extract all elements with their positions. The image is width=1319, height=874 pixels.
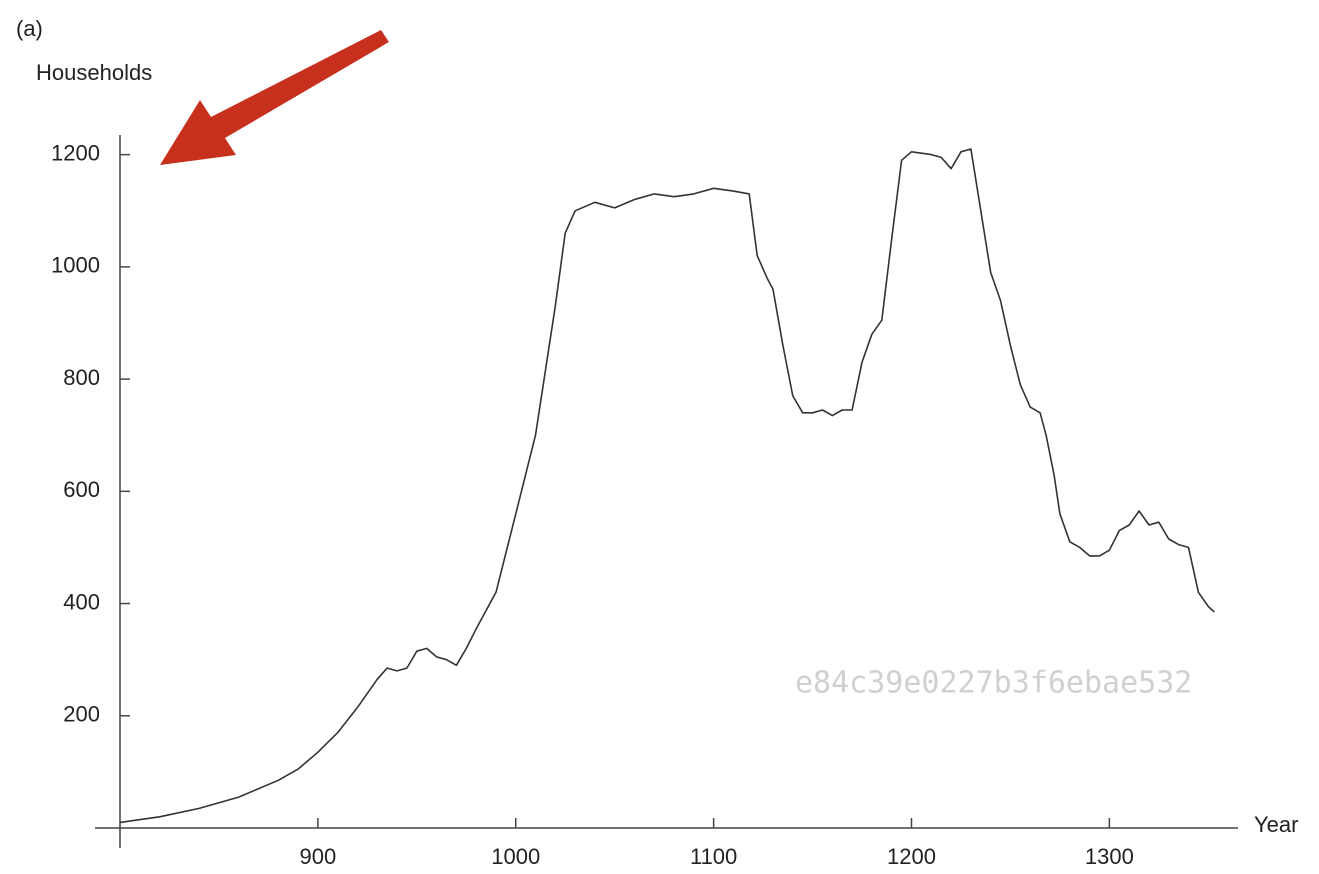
x-tick-label: 1300 [1085, 844, 1134, 869]
y-tick-label: 800 [63, 365, 100, 390]
x-axis-label: Year [1254, 812, 1298, 837]
x-tick-label: 1100 [690, 844, 737, 869]
y-tick-label: 400 [63, 589, 100, 614]
watermark: e84c39e0227b3f6ebae532 [795, 666, 1192, 701]
annotation-arrow [160, 30, 389, 165]
panel-label: (a) [16, 16, 43, 41]
y-tick-label: 200 [63, 702, 100, 727]
x-tick-label: 1000 [491, 844, 540, 869]
x-tick-label: 1200 [887, 844, 936, 869]
y-axis-label: Households [36, 60, 152, 85]
y-tick-label: 1200 [51, 140, 100, 165]
data-line [119, 148, 1215, 824]
x-tick-label: 900 [300, 844, 337, 869]
y-tick-label: 1000 [51, 253, 100, 278]
y-tick-label: 600 [63, 477, 100, 502]
